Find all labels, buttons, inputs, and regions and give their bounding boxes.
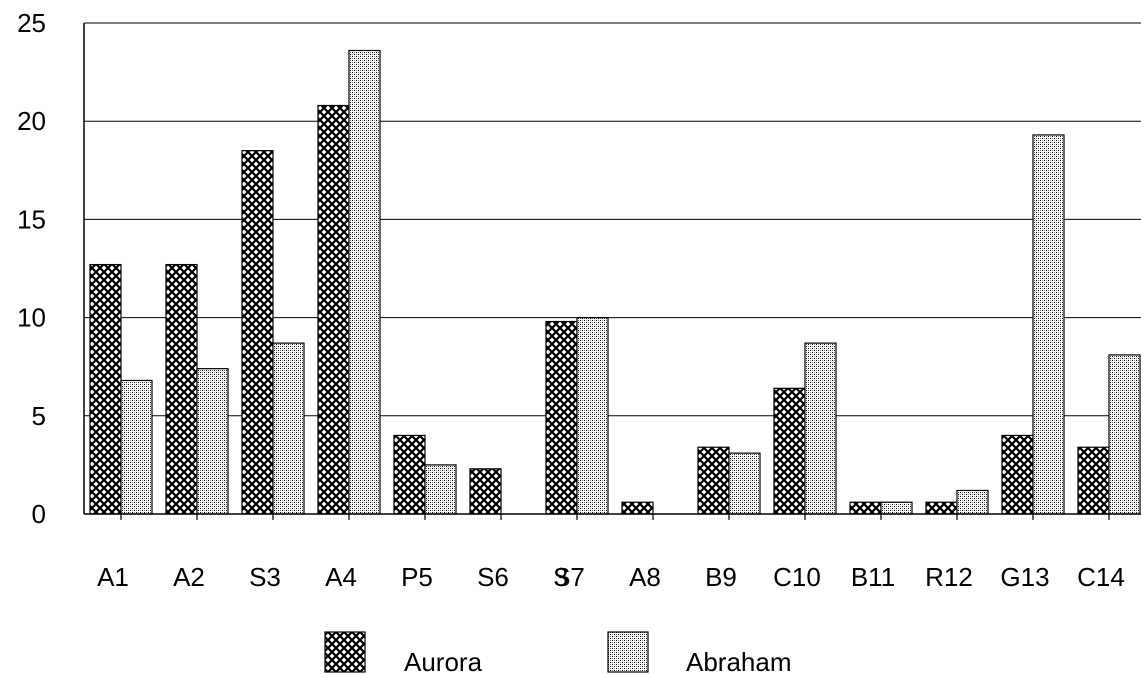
bar-abraham-s3 xyxy=(272,342,305,515)
y-tick-label: 20 xyxy=(17,106,46,136)
x-tick-label: B11 xyxy=(851,562,895,592)
legend-swatch xyxy=(607,631,649,673)
bar-aurora-a4 xyxy=(317,104,350,515)
y-tick-label: 10 xyxy=(17,303,46,333)
bar-aurora-s6 xyxy=(469,468,502,515)
bar-aurora-p5 xyxy=(393,434,426,515)
bar-abraham-c10 xyxy=(804,342,837,515)
bar-abraham-r12 xyxy=(956,489,989,515)
bar-aurora-g13 xyxy=(1001,434,1034,515)
x-tick-labels: A1 A2 S3 A4 P5 S6 S7 A8 B9 C10 B11 R12 G13 C14 3 xyxy=(97,562,1125,592)
x-tick-label: S6 xyxy=(477,562,509,592)
y-tick-label: 15 xyxy=(17,204,46,234)
x-tick-label: C14 xyxy=(1077,562,1125,592)
legend-item-aurora: Aurora xyxy=(324,631,483,674)
legend-item-abraham: Abraham xyxy=(607,631,792,674)
x-tick-label: R12 xyxy=(925,562,973,592)
y-tick-label: 0 xyxy=(32,499,46,529)
bar-aurora-c14 xyxy=(1077,446,1110,515)
legend: Aurora Abraham xyxy=(324,631,792,674)
bar-aurora-c10 xyxy=(773,387,806,515)
x-tick-label: S7 xyxy=(553,562,585,592)
y-tick-label: 5 xyxy=(32,401,46,431)
bar-abraham-b9 xyxy=(728,452,761,515)
y-tick-label: 25 xyxy=(17,8,46,38)
legend-swatch xyxy=(324,631,366,673)
bar-aurora-s3 xyxy=(241,150,274,515)
bar-abraham-a1 xyxy=(120,379,153,515)
x-tick-label: C10 xyxy=(773,562,821,592)
x-tick-label: A1 xyxy=(97,562,129,592)
x-tick-label: A8 xyxy=(629,562,661,592)
axes xyxy=(83,23,1141,520)
bar-abraham-s7 xyxy=(576,317,609,515)
legend-label: Abraham xyxy=(686,647,792,674)
bar-aurora-b9 xyxy=(697,446,730,515)
legend-label: Aurora xyxy=(404,647,483,674)
bar-aurora-a1 xyxy=(89,263,122,515)
bar-abraham-b11 xyxy=(880,501,913,515)
bar-aurora-a2 xyxy=(165,263,198,515)
y-tick-labels: 0 5 10 15 20 25 xyxy=(17,8,46,529)
bar-aurora-a8 xyxy=(621,501,654,515)
bar-aurora-r12 xyxy=(925,501,958,515)
x-tick-label: A2 xyxy=(173,562,205,592)
x-tick-label: G13 xyxy=(1000,562,1049,592)
x-tick-overlap-label: 3 xyxy=(554,562,568,592)
bar-abraham-c14 xyxy=(1108,354,1141,515)
bar-abraham-a2 xyxy=(196,368,229,515)
bar-aurora-b11 xyxy=(849,501,882,515)
bar-abraham-g13 xyxy=(1032,134,1065,515)
bar-abraham-p5 xyxy=(424,464,457,515)
x-tick-label: A4 xyxy=(325,562,357,592)
bar-aurora-s7 xyxy=(545,320,578,515)
x-tick-label: P5 xyxy=(401,562,433,592)
bars xyxy=(89,49,1141,515)
bar-abraham-a4 xyxy=(348,49,381,515)
x-tick-label: S3 xyxy=(249,562,281,592)
x-tick-label: B9 xyxy=(705,562,737,592)
